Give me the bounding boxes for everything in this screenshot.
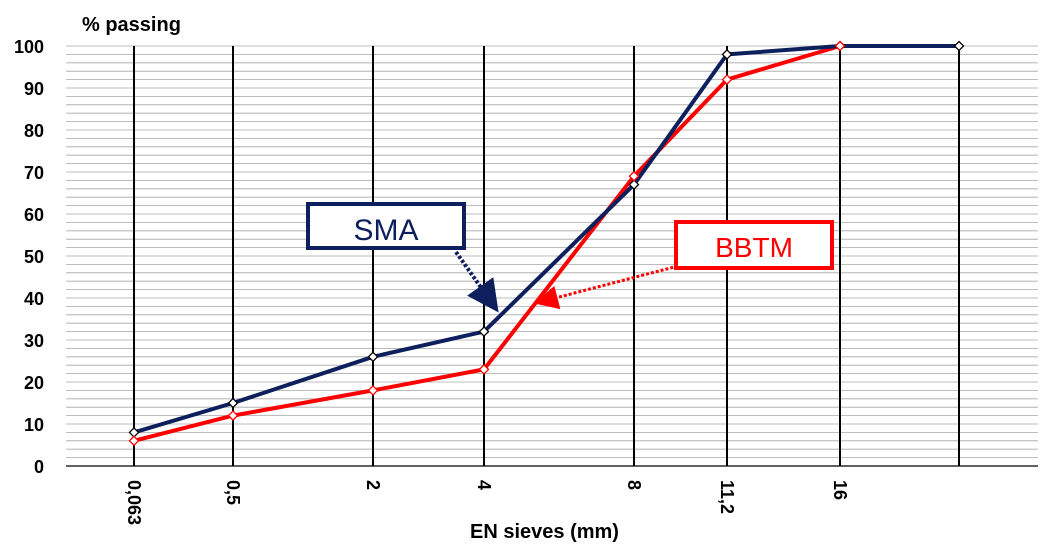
sma-arrow (454, 250, 499, 313)
y-tick-label: 60 (24, 205, 44, 225)
y-tick-label: 20 (24, 373, 44, 393)
y-tick-label: 10 (24, 415, 44, 435)
bbtm-arrow (534, 264, 679, 310)
bbtm-annotation: BBTM (534, 220, 834, 310)
data-point-sma (953, 40, 965, 52)
data-point-bbtm (834, 40, 846, 52)
y-tick-label: 100 (14, 37, 44, 57)
series-line-sma (133, 44, 959, 435)
x-tick-label: 8 (624, 480, 644, 490)
data-point-sma (721, 48, 733, 60)
y-axis-title: % passing (82, 14, 181, 36)
bbtm-label: BBTM (715, 232, 793, 263)
x-tick-label: 0,5 (223, 480, 243, 505)
data-point-bbtm (478, 363, 490, 375)
x-tick-labels: 0,063 0,5 2 4 8 11,2 16 (124, 480, 850, 525)
sma-label-box (306, 202, 466, 250)
bbtm-label-box (674, 220, 834, 270)
data-point-sma (227, 397, 239, 409)
minor-gridlines (66, 45, 1038, 467)
data-point-bbtm (628, 170, 640, 182)
data-point-bbtm (227, 410, 239, 422)
x-tick-label: 16 (830, 480, 850, 500)
series-layer (128, 40, 965, 447)
y-tick-label: 80 (24, 121, 44, 141)
x-tick-label: 2 (363, 480, 383, 490)
y-tick-label: 40 (24, 289, 44, 309)
x-tick-label: 0,063 (124, 480, 144, 525)
data-point-sma (628, 179, 640, 191)
data-point-sma (367, 351, 379, 363)
y-tick-label: 70 (24, 163, 44, 183)
sma-label: SMA (353, 214, 418, 247)
y-tick-label: 90 (24, 79, 44, 99)
y-tick-label: 30 (24, 331, 44, 351)
x-tick-label: 4 (474, 480, 494, 490)
y-tick-labels: 0 10 20 30 40 50 60 70 80 90 100 (14, 37, 44, 477)
sma-annotation: SMA (306, 202, 499, 313)
x-axis-title: EN sieves (mm) (470, 521, 619, 543)
data-point-sma (478, 326, 490, 338)
y-tick-label: 0 (34, 457, 44, 477)
x-tick-label: 11,2 (717, 480, 737, 514)
data-point-bbtm (721, 74, 733, 86)
data-point-bbtm (367, 384, 379, 396)
y-tick-label: 50 (24, 247, 44, 267)
data-point-bbtm (128, 435, 140, 447)
